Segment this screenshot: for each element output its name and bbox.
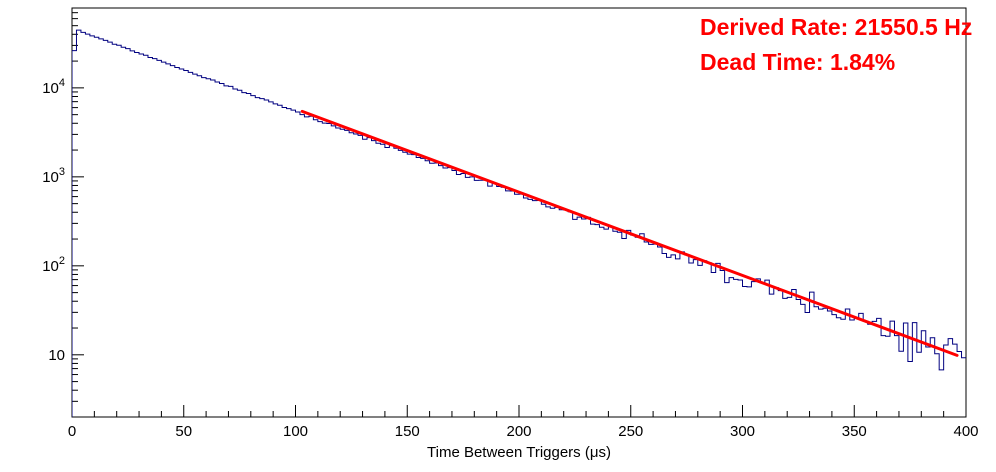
dead-time-label: Dead Time: 1.84% [700, 49, 896, 75]
y-tick-label: 102 [42, 255, 65, 275]
x-tick-label: 0 [68, 423, 76, 440]
x-tick-label: 400 [953, 423, 978, 440]
histogram-line [72, 29, 966, 417]
x-tick-label: 100 [283, 423, 308, 440]
x-tick-label: 250 [618, 423, 643, 440]
fit-line [300, 109, 959, 357]
y-tick-label: 104 [42, 77, 65, 97]
x-tick-label: 300 [730, 423, 755, 440]
y-tick-label: 103 [42, 166, 65, 186]
y-tick-label: 10 [48, 347, 65, 364]
derived-rate-label: Derived Rate: 21550.5 Hz [700, 14, 973, 40]
x-tick-label: 350 [842, 423, 867, 440]
x-tick-label: 150 [395, 423, 420, 440]
x-tick-label: 200 [506, 423, 531, 440]
x-tick-label: 50 [175, 423, 192, 440]
x-axis-title: Time Between Triggers (μs) [427, 444, 611, 461]
